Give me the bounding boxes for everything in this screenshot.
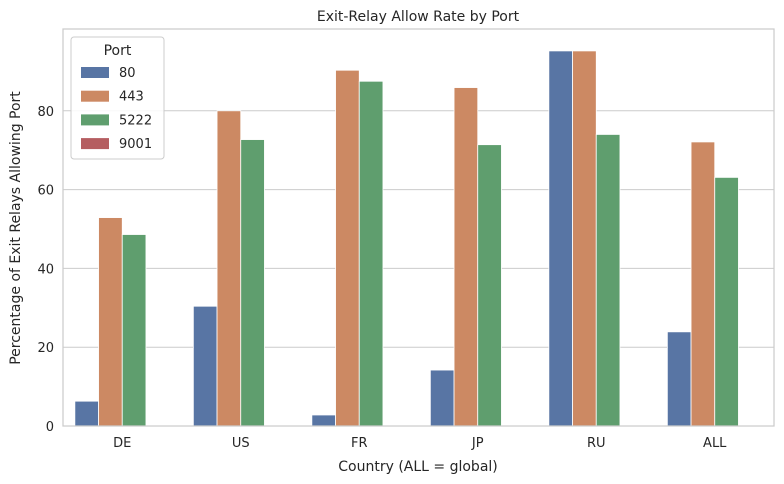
y-tick-label: 80 — [37, 105, 54, 120]
legend-swatch-5222 — [81, 114, 109, 126]
bar-us-5222 — [240, 139, 265, 427]
x-tick-labels: DE US FR JP RU ALL — [113, 436, 727, 451]
x-tick-label: FR — [351, 436, 368, 451]
bar-all-80 — [666, 331, 692, 427]
legend-swatch-9001 — [81, 138, 109, 150]
x-tick-label: US — [232, 436, 250, 451]
bar-all-5222 — [714, 176, 739, 427]
bar-jp-5222 — [477, 144, 502, 427]
bar-us-80 — [192, 305, 218, 427]
bar-de-80 — [74, 400, 99, 427]
x-axis-label: Country (ALL = global) — [338, 459, 498, 475]
x-tick-label: RU — [587, 436, 606, 451]
legend: Port 80 443 5222 9001 — [70, 36, 165, 160]
y-tick-label: 60 — [37, 184, 54, 199]
bar-de-443 — [98, 217, 123, 427]
legend-swatch-80 — [81, 67, 109, 78]
bar-jp-443 — [453, 87, 479, 427]
legend-label-80: 80 — [119, 66, 136, 81]
y-tick-label: 40 — [37, 262, 54, 277]
y-tick-label: 20 — [37, 341, 54, 356]
bar-ru-80 — [548, 50, 573, 427]
x-tick-label: JP — [471, 436, 484, 451]
legend-label-5222: 5222 — [119, 113, 152, 128]
bar-fr-5222 — [358, 80, 384, 427]
x-tick-label: DE — [113, 436, 131, 451]
plot-frame — [62, 28, 775, 427]
bar-fr-80 — [311, 414, 336, 427]
y-tick-labels: 0 20 40 60 80 — [37, 105, 54, 435]
bar-all-443 — [690, 141, 716, 427]
bar-de-5222 — [121, 234, 147, 427]
y-tick-label: 0 — [46, 420, 54, 435]
bar-jp-80 — [429, 369, 455, 427]
x-tick-label: ALL — [703, 436, 727, 451]
bar-ru-443 — [572, 50, 597, 427]
legend-swatch-443 — [81, 90, 109, 102]
bar-us-443 — [216, 110, 242, 427]
bar-fr-443 — [335, 69, 360, 427]
chart-title: Exit-Relay Allow Rate by Port — [317, 9, 520, 25]
bar-ru-5222 — [595, 134, 621, 427]
y-axis-label: Percentage of Exit Relays Allowing Port — [8, 91, 24, 365]
legend-label-9001: 9001 — [119, 137, 152, 152]
legend-label-443: 443 — [119, 90, 144, 105]
legend-title: Port — [104, 43, 132, 59]
bars — [74, 50, 739, 427]
